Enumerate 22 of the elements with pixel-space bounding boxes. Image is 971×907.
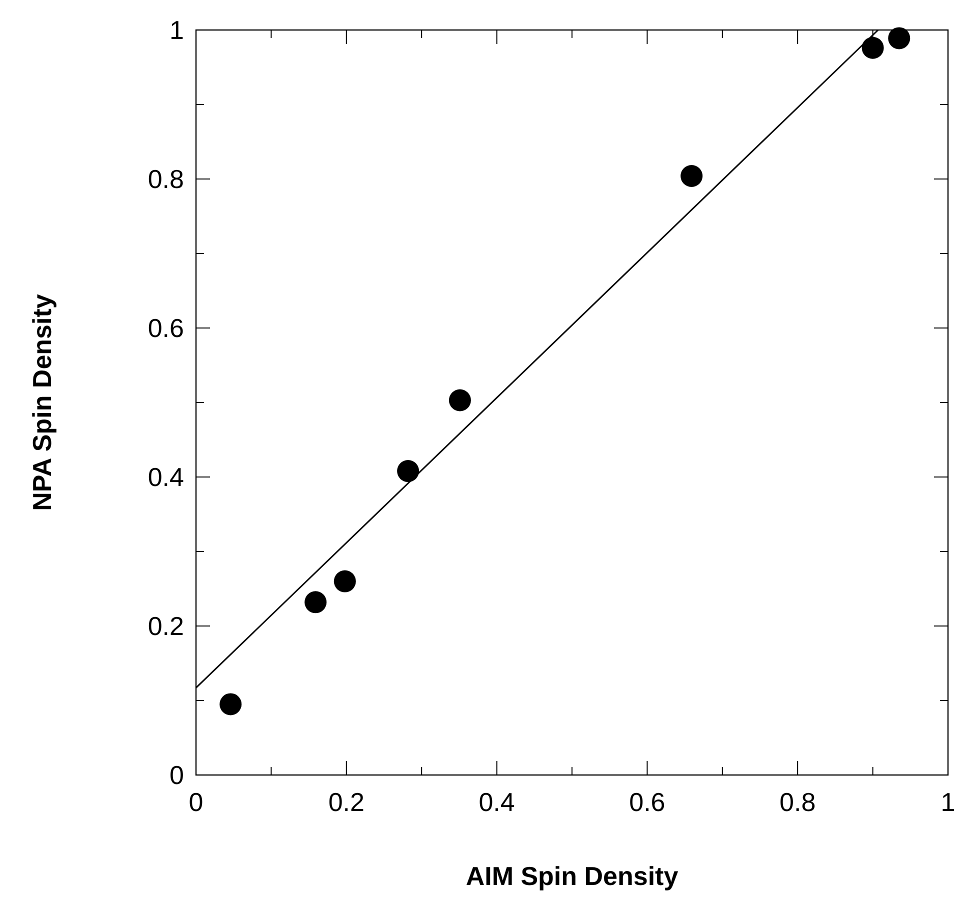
x-tick-label: 0.8 — [780, 787, 816, 817]
y-tick-label: 0.2 — [148, 611, 184, 641]
y-tick-label: 0 — [170, 760, 184, 790]
point — [862, 36, 884, 59]
x-tick-label: 0 — [188, 787, 204, 817]
y-axis-title: NPA Spin Density — [27, 294, 57, 511]
y-tick-label: 0.4 — [148, 462, 184, 492]
point — [397, 460, 420, 482]
x-tick-label: 0.6 — [629, 787, 666, 817]
x-axis-title: AIM Spin Density — [466, 861, 679, 891]
x-tick-label: 1 — [940, 787, 956, 817]
y-tick-label: 1 — [170, 15, 184, 45]
point — [334, 570, 356, 592]
point — [304, 591, 327, 614]
x-tick-label: 0.4 — [478, 787, 515, 817]
x-tick-label: 0.2 — [328, 787, 364, 817]
y-tick-label: 0.6 — [148, 313, 184, 343]
point — [680, 165, 703, 188]
point — [888, 27, 910, 50]
point — [448, 389, 471, 412]
point — [220, 693, 242, 716]
y-tick-label: 0.8 — [148, 164, 184, 194]
